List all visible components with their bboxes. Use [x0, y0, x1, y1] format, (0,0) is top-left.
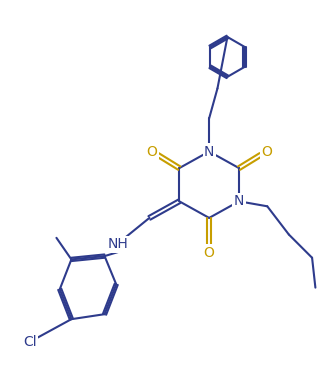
Text: NH: NH: [108, 237, 128, 251]
Text: N: N: [204, 145, 214, 158]
Text: O: O: [146, 145, 157, 158]
Text: O: O: [261, 145, 272, 158]
Text: O: O: [204, 246, 214, 260]
Text: N: N: [234, 194, 244, 208]
Text: Cl: Cl: [23, 335, 37, 350]
